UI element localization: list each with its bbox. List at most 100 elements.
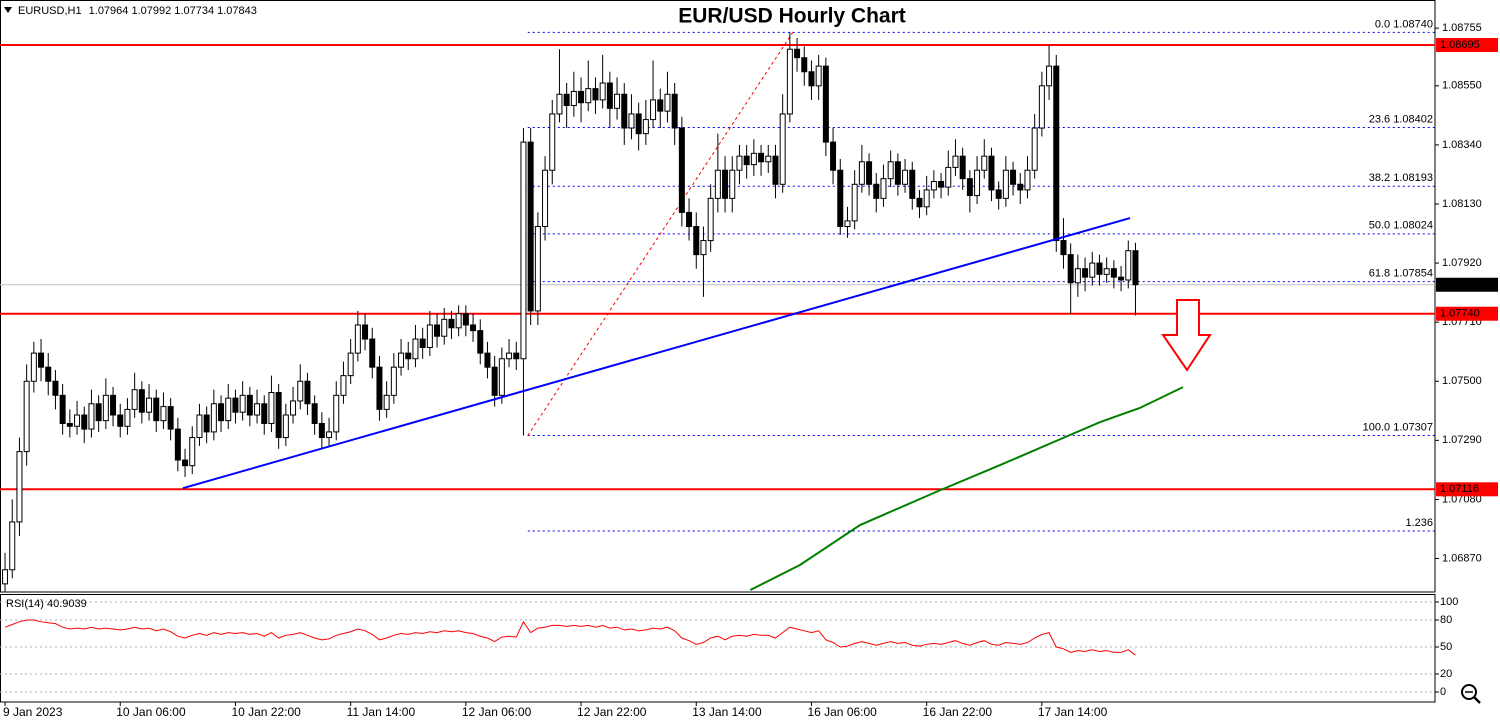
candle-body [873,183,880,199]
candle-body [995,189,1002,199]
candle-body [556,93,563,115]
candle-body [95,403,102,422]
candle-body [858,161,865,185]
chart-header: EURUSD,H1 1.07964 1.07992 1.07734 1.0784… [18,5,257,17]
candle-body [642,119,649,135]
axes: 1.08755 1.08550 1.08340 1.08130 1.07920 1.077… [3,22,1498,719]
candle-body [59,394,66,424]
x-tick-label: 10 Jan 06:00 [116,705,186,719]
candle-body [491,366,498,396]
candle-body [1024,169,1031,191]
candle-body [52,380,59,396]
level-price-box [1436,38,1498,53]
candle-body [606,82,613,109]
candle-body [786,48,793,115]
chart-title: EUR/USD Hourly Chart [678,5,906,28]
candle-body [563,93,570,107]
candle-body [1002,169,1009,199]
candle-body [282,414,289,439]
candle-body [340,375,347,396]
candle-body [362,324,369,340]
candle-body [131,389,138,410]
x-tick-label: 12 Jan 22:00 [577,705,647,719]
candle-body [419,338,426,348]
level-price-label: 1.07116 [1440,483,1479,495]
candle-body [81,414,88,430]
candle-body [844,220,851,228]
candle-body [182,459,189,467]
zoom-handle[interactable] [1473,696,1481,704]
trendline [182,217,1131,490]
header-high: 1.07992 [131,5,171,17]
candle-body [1074,268,1081,284]
candle-body [837,169,844,228]
rsi-header: RSI(14) 40.9039 [6,598,87,610]
zoom-lens[interactable] [1461,684,1477,700]
level-price-label: 1.07740 [1440,308,1480,320]
candle-body [1067,254,1074,284]
rsi-plot [0,601,1435,693]
menu-triangle[interactable] [4,7,12,13]
x-tick-label: 9 Jan 2023 [3,705,63,719]
candle-body [1053,65,1060,242]
candle-body [959,155,966,180]
candle-body [578,90,585,104]
candle-body [203,414,210,433]
candle-body [1060,240,1067,256]
candle-body [945,166,952,188]
candle-body [966,178,973,197]
candle-body [45,366,52,382]
candle-body [16,451,23,523]
candle-body [153,397,160,422]
candle-body [657,99,664,112]
candle-body [851,183,858,222]
candle-body [923,189,930,208]
candle-body [1082,268,1089,278]
candle-body [909,169,916,199]
candle-body [542,169,549,228]
candle-body [254,403,261,416]
candle-body [686,211,693,228]
level-price-box [1436,482,1498,497]
candle-body [398,352,405,368]
candle-body [1017,183,1024,191]
candle-body [722,169,729,199]
candle-body [275,392,282,439]
price-plot: 0.0 1.08740 23.6 1.08402 38.2 1.08193 50.0 … [0,18,1435,592]
candle-body [628,113,635,129]
rsi-line [4,619,1136,656]
candle-body [801,57,808,73]
candle-body [981,155,988,171]
candle-body [167,406,174,430]
candle-body [534,226,541,312]
zoom-icon[interactable] [1461,684,1481,704]
candle-body [333,394,340,433]
candle-body [383,394,390,410]
candle-body [146,397,153,413]
candle-body [1125,250,1132,281]
candle-body [599,82,606,101]
candle-body [218,403,225,422]
symbol: EURUSD,H1 [18,5,82,17]
candle-body [1046,65,1053,87]
candle-body [66,422,73,427]
candle-body [1038,85,1045,129]
candle-body [326,431,333,439]
candle-body [196,414,203,439]
fib-level-label: 50.0 1.08024 [1369,220,1433,232]
fib-level-label: 1.236 [1405,517,1433,529]
x-tick-label: 10 Jan 22:00 [231,705,301,719]
candle-body [671,93,678,129]
candle-body [369,338,376,368]
candle-body [311,403,318,424]
candle-body [102,394,109,422]
candle-body [246,394,253,416]
y-tick-label: 1.08340 [1442,139,1482,151]
candle-body [261,403,268,424]
candle-body [174,428,181,461]
header-low: 1.07734 [174,5,214,17]
candle-body [38,352,45,368]
candle-body [614,93,621,109]
fib-level-label: 38.2 1.08193 [1369,172,1433,184]
candle-body [1110,268,1117,278]
